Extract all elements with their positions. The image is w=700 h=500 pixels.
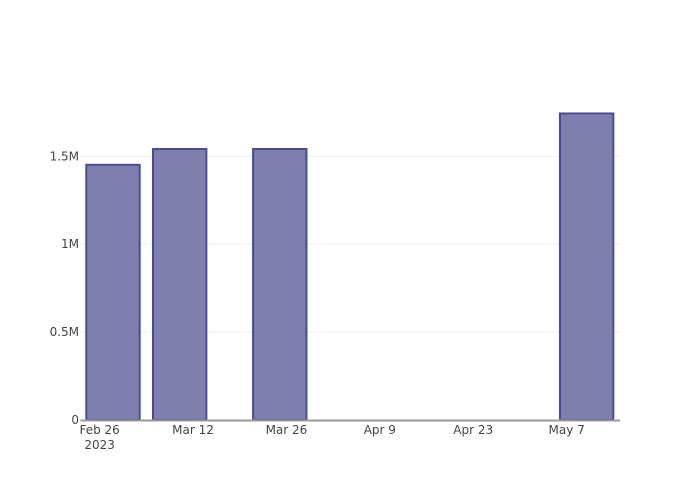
y-tick-label: 0.5M (50, 325, 79, 339)
x-tick-label: Feb 26 (79, 423, 119, 437)
y-tick-label: 1.5M (50, 149, 79, 163)
y-axis-ticks: 0 0.5M 1M 1.5M (50, 149, 79, 427)
bars (85, 112, 615, 421)
x-tick-label: Mar 12 (172, 423, 214, 437)
x-tick-label: May 7 (548, 423, 584, 437)
y-tick-label: 1M (61, 237, 79, 251)
bar[interactable] (152, 147, 208, 421)
x-tick-label: Apr 23 (453, 423, 493, 437)
bar[interactable] (558, 112, 615, 421)
y-tick-label: 0 (71, 413, 79, 427)
x-tick-label: Mar 26 (266, 423, 308, 437)
bar[interactable] (85, 163, 141, 421)
x-tick-year-label: 2023 (84, 438, 115, 452)
x-tick-label: Apr 9 (364, 423, 396, 437)
bar[interactable] (252, 147, 308, 421)
